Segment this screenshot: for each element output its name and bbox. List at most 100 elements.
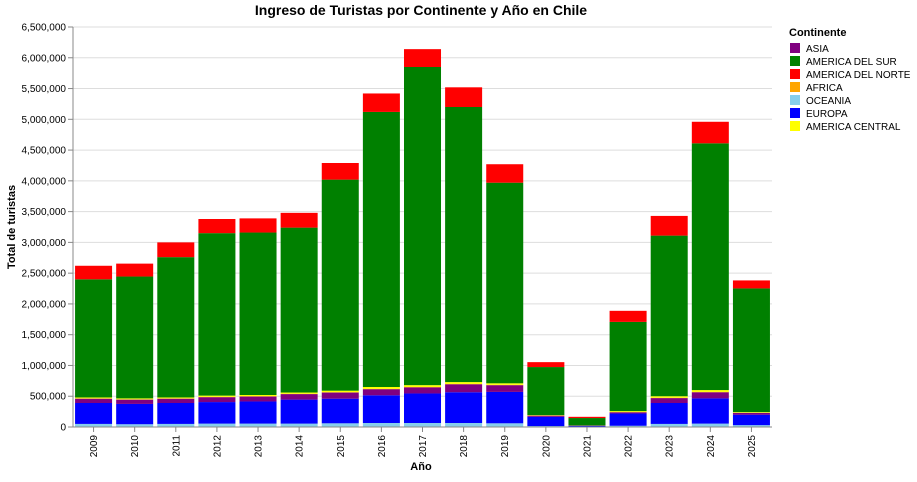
bar-america-del-norte [527,362,564,367]
bar-europa [651,403,688,424]
bar-america-del-norte [116,264,153,277]
bar-america-del-sur [75,279,112,397]
legend-label: EUROPA [806,109,848,120]
bar-america-del-sur [404,67,441,385]
bar-asia [527,416,564,417]
bar-america-central [116,398,153,399]
bar-america-del-sur [486,183,523,384]
x-tick-label: 2020 [541,435,552,458]
y-tick-label: 3,000,000 [22,238,67,249]
bar-europa [198,402,235,424]
bar-america-del-norte [568,417,605,418]
bar-america-del-norte [651,216,688,236]
bar-oceania [404,423,441,427]
x-tick-label: 2015 [336,435,347,458]
bar-oceania [198,424,235,427]
legend: Continente ASIA AMERICA DEL SUR AMERICA DE… [789,27,911,133]
bar-asia [157,399,194,403]
bar-america-central [281,393,318,394]
x-tick-label: 2018 [459,435,470,458]
bar-america-del-norte [198,219,235,233]
bar-asia [240,397,277,402]
y-tick-label: 5,000,000 [22,115,67,126]
bar-oceania [281,424,318,427]
bar-america-central [240,395,277,396]
bar-america-del-sur [240,233,277,395]
x-tick-label: 2021 [582,435,593,458]
y-tick-label: 4,500,000 [22,146,67,157]
bar-america-del-norte [610,311,647,322]
bar-america-del-norte [363,93,400,111]
bar-asia [692,392,729,398]
x-tick-label: 2012 [212,435,223,458]
bar-america-del-norte [692,122,729,144]
y-tick-label: 6,000,000 [22,53,67,64]
legend-title: Continente [789,27,846,39]
bar-europa [157,403,194,424]
bar-oceania [240,424,277,427]
bar-europa [404,393,441,423]
bar-america-del-norte [733,280,770,288]
x-tick-label: 2022 [624,435,635,458]
bar-europa [733,415,770,425]
bar-europa [281,400,318,424]
bar-europa [692,398,729,423]
bar-europa [322,399,359,424]
y-tick-label: 3,500,000 [22,207,67,218]
bar-asia [363,389,400,395]
bar-europa [116,404,153,424]
bar-america-del-sur [116,277,153,399]
x-tick-label: 2024 [706,435,717,458]
bar-america-del-sur [281,228,318,393]
bar-america-del-norte [445,87,482,107]
legend-swatch [790,43,800,53]
x-tick-label: 2013 [254,435,265,458]
bar-america-central [692,390,729,392]
bar-asia [281,394,318,400]
bar-asia [610,412,647,413]
bar-america-del-norte [486,164,523,182]
legend-label: OCEANIA [806,96,851,107]
bar-europa [486,392,523,423]
y-tick-label: 500,000 [30,392,67,403]
bar-asia [404,387,441,393]
bar-america-central [75,397,112,398]
legend-swatch [790,56,800,66]
bar-america-del-sur [692,143,729,390]
bar-america-del-sur [198,233,235,395]
legend-swatch [790,69,800,79]
bar-oceania [445,423,482,427]
bar-america-central [733,412,770,413]
legend-label: AMERICA DEL SUR [806,57,897,68]
bar-america-del-norte [281,213,318,228]
bar-america-del-sur [157,257,194,397]
bar-america-del-norte [404,49,441,67]
y-tick-label: 5,500,000 [22,84,67,95]
bar-america-del-norte [240,218,277,232]
bar-asia [486,385,523,392]
x-tick-label: 2017 [418,435,429,458]
bar-europa [240,401,277,423]
y-tick-label: 0 [60,423,66,434]
bar-america-del-norte [322,163,359,180]
bar-asia [733,413,770,415]
bars [75,49,770,427]
x-tick-label: 2019 [500,435,511,458]
bar-europa [527,417,564,426]
bar-america-del-norte [75,266,112,280]
x-tick-label: 2011 [171,435,182,457]
bar-oceania [363,423,400,427]
bar-america-central [404,385,441,387]
x-tick-label: 2016 [377,435,388,458]
bar-america-central [198,396,235,397]
legend-label: AMERICA DEL NORTE [806,70,911,81]
x-tick-label: 2023 [665,435,676,458]
legend-label: ASIA [806,44,829,55]
bar-asia [75,399,112,403]
y-tick-label: 4,000,000 [22,176,67,187]
legend-label: AMERICA CENTRAL [806,122,901,133]
bar-america-del-sur [322,180,359,391]
bar-america-del-sur [363,112,400,387]
bar-europa [363,395,400,423]
